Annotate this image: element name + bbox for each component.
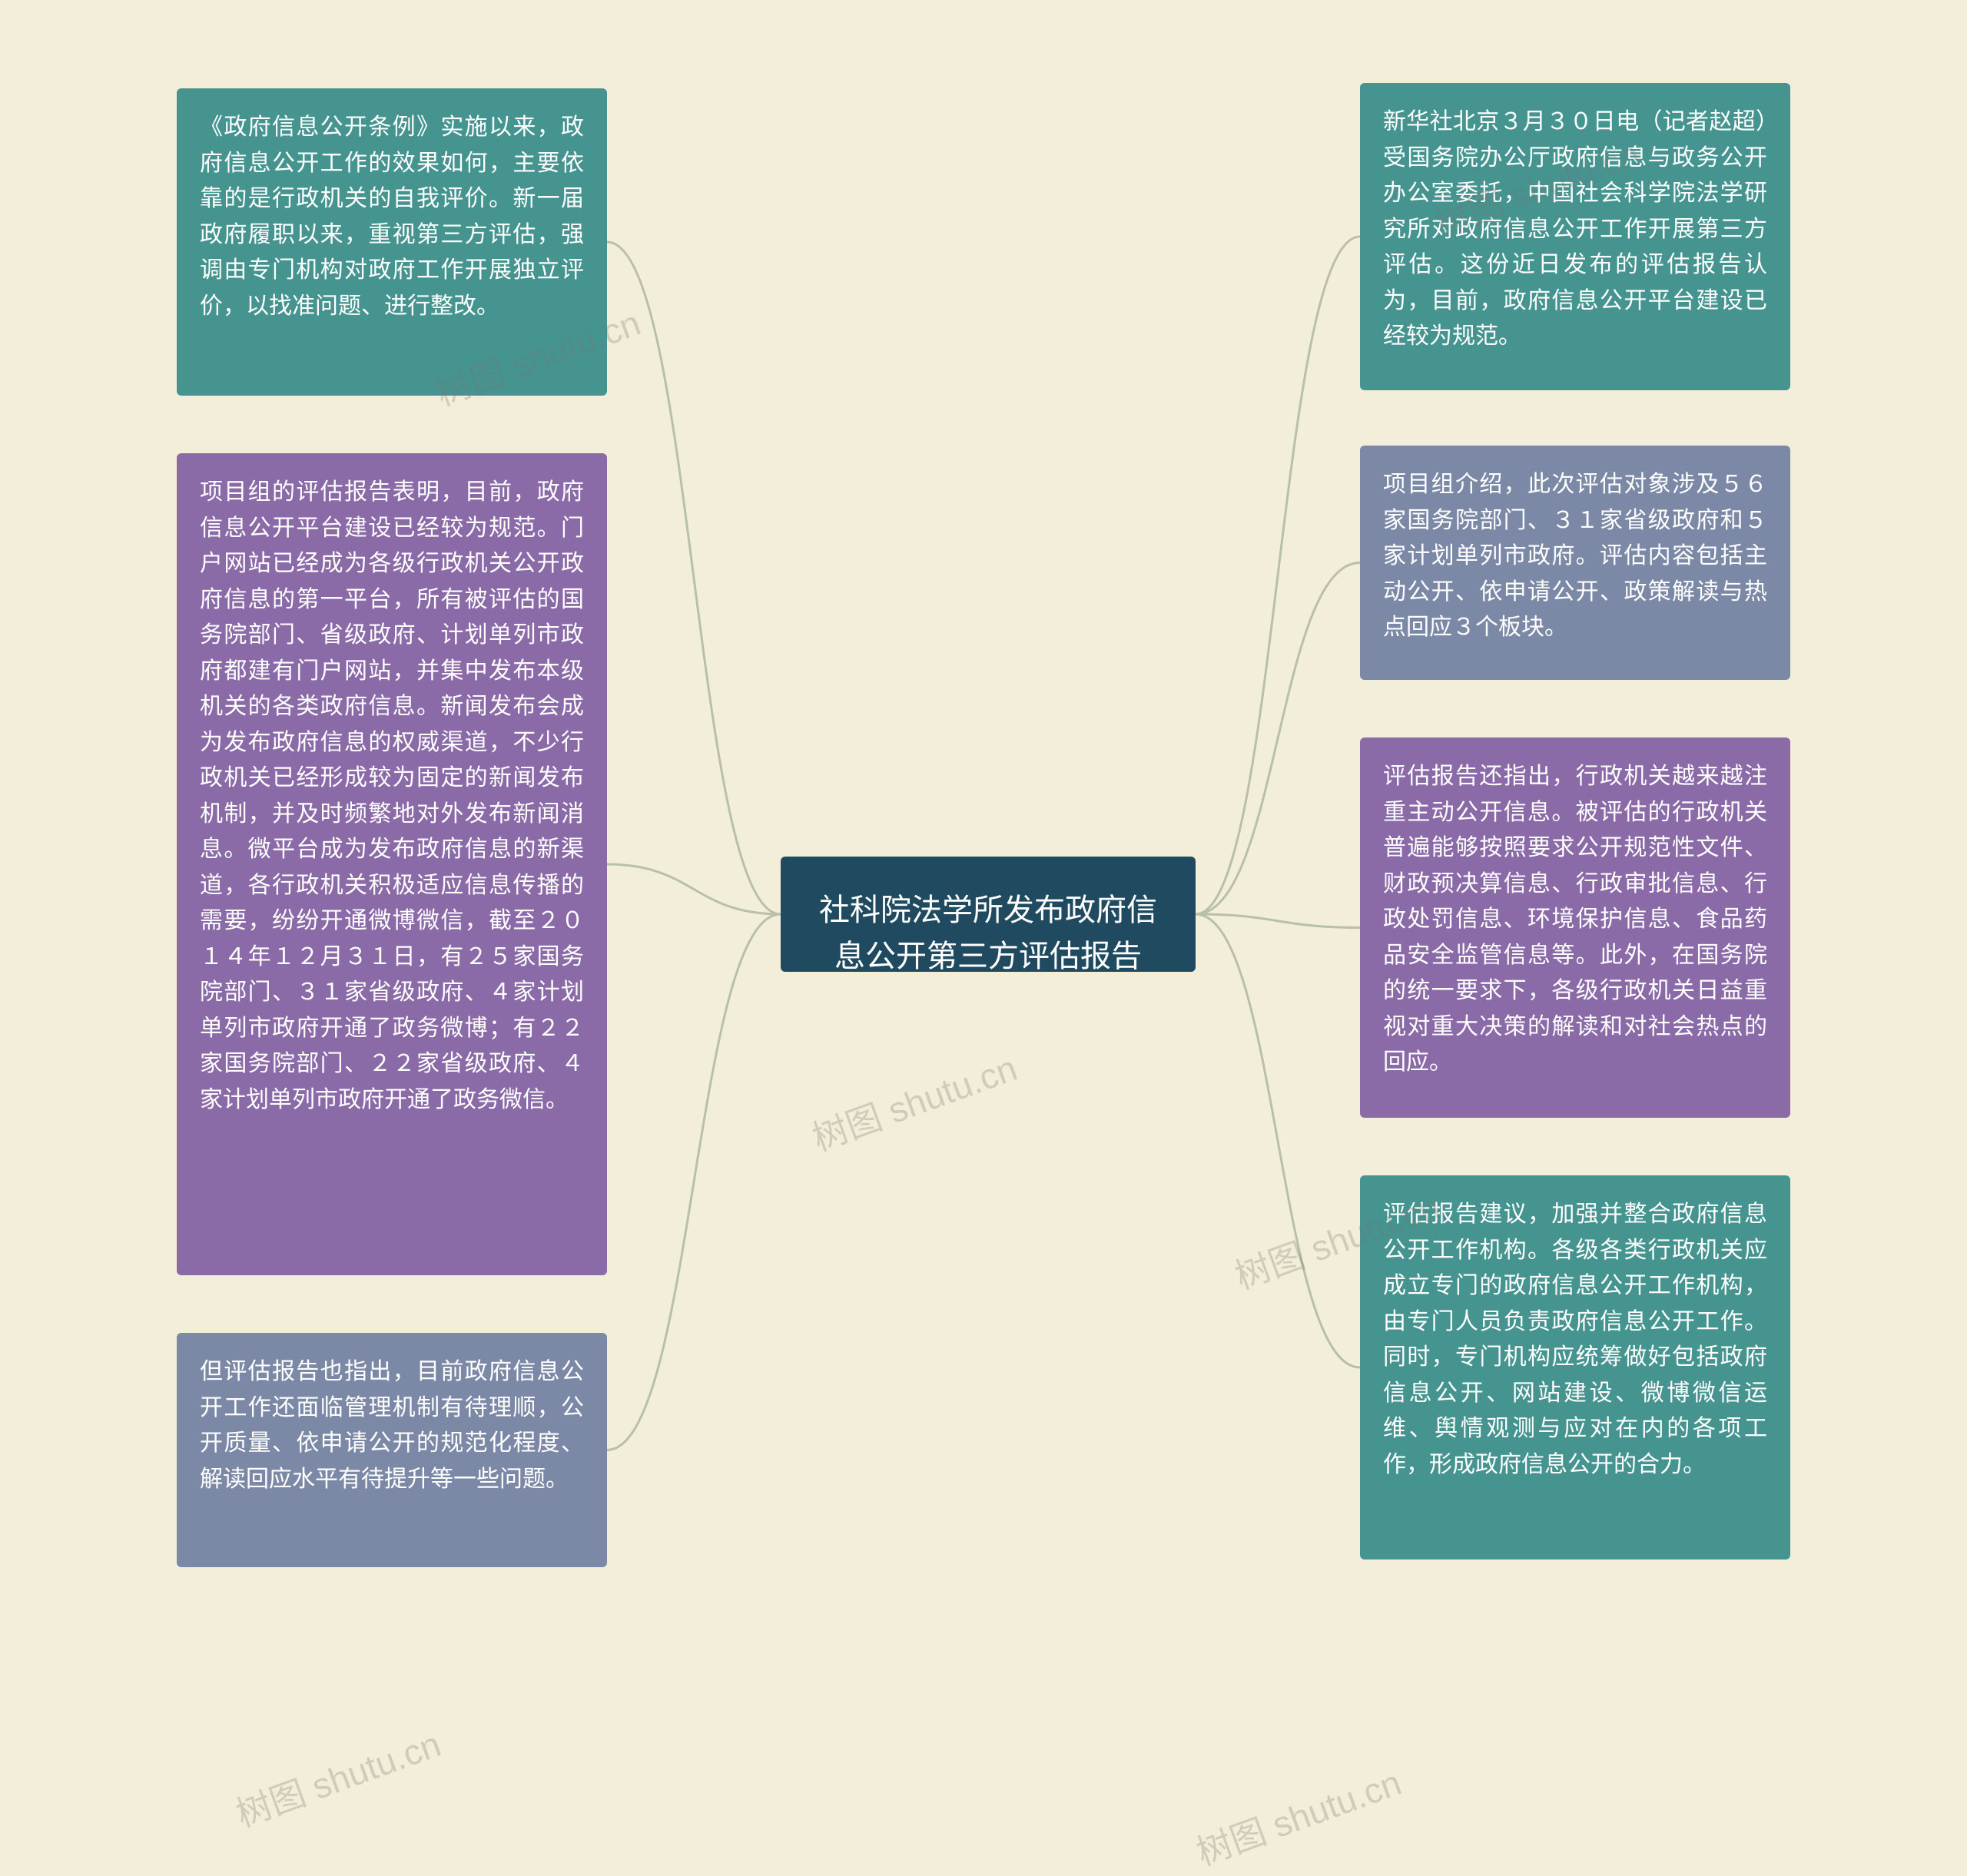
center-node: 社科院法学所发布政府信 息公开第三方评估报告 xyxy=(781,857,1196,972)
watermark: 树图 shutu.cn xyxy=(228,1716,446,1837)
center-text-line1: 社科院法学所发布政府信 xyxy=(819,893,1157,927)
left-node-2: 项目组的评估报告表明，目前，政府信息公开平台建设已经较为规范。门户网站已经成为各… xyxy=(177,453,607,1275)
watermark: 树图 shutu.cn xyxy=(1189,1755,1407,1875)
right-node-1: 新华社北京３月３０日电（记者赵超）受国务院办公厅政府信息与政务公开办公室委托，中… xyxy=(1360,83,1790,390)
right-node-4: 评估报告建议，加强并整合政府信息公开工作机构。各级各类行政机关应成立专门的政府信… xyxy=(1360,1175,1790,1559)
left-node-1: 《政府信息公开条例》实施以来，政府信息公开工作的效果如何，主要依靠的是行政机关的… xyxy=(177,88,607,396)
watermark: 树图 shutu.cn xyxy=(804,1040,1023,1161)
right-node-2: 项目组介绍，此次评估对象涉及５６家国务院部门、３１家省级政府和５家计划单列市政府… xyxy=(1360,446,1790,680)
center-text-line2: 息公开第三方评估报告 xyxy=(834,940,1142,973)
right-node-3: 评估报告还指出，行政机关越来越注重主动公开信息。被评估的行政机关普遍能够按照要求… xyxy=(1360,737,1790,1118)
mindmap-canvas: 社科院法学所发布政府信 息公开第三方评估报告 《政府信息公开条例》实施以来，政府… xyxy=(0,0,1967,1860)
left-node-3: 但评估报告也指出，目前政府信息公开工作还面临管理机制有待理顺，公开质量、依申请公… xyxy=(177,1333,607,1567)
